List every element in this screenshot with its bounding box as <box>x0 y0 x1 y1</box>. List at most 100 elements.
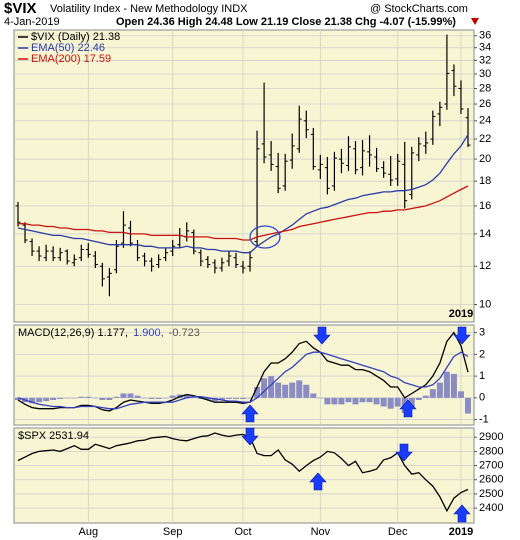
histogram-bar <box>465 397 471 414</box>
histogram-bar <box>148 397 155 399</box>
y-tick-label: 2400 <box>479 502 503 514</box>
histogram-bar <box>408 397 415 407</box>
legend-label: 1.900, <box>133 327 164 339</box>
histogram-bar <box>71 397 78 399</box>
histogram-bar <box>113 396 120 398</box>
histogram-bar <box>303 384 310 398</box>
x-tick-label: Nov <box>311 526 331 538</box>
histogram-bar <box>324 397 331 405</box>
histogram-bar <box>394 397 401 407</box>
x-tick-label: 2019 <box>449 308 473 320</box>
y-tick-label: 3 <box>479 327 485 339</box>
histogram-bar <box>338 397 345 405</box>
panel-background <box>13 427 475 524</box>
y-tick-label: 2600 <box>479 474 503 486</box>
histogram-bar <box>429 389 436 398</box>
histogram-bar <box>359 397 366 403</box>
y-tick-label: 2900 <box>479 431 503 443</box>
histogram-bar <box>436 382 443 398</box>
y-tick-label: 26 <box>479 98 491 110</box>
legend-label: $VIX (Daily) 21.38 <box>31 31 120 43</box>
y-tick-label: 36 <box>479 30 491 42</box>
legend-label: MACD(12,26,9) 1.177, <box>18 327 128 339</box>
y-tick-label: 2700 <box>479 459 503 471</box>
histogram-bar <box>282 384 289 398</box>
histogram-bar <box>289 382 296 398</box>
y-tick-label: 14 <box>479 228 491 240</box>
x-tick-label: Dec <box>388 526 408 538</box>
series-line <box>17 351 469 410</box>
y-tick-label: 1 <box>479 370 485 382</box>
histogram-bar <box>183 394 190 398</box>
y-tick-label: 34 <box>479 42 491 54</box>
y-tick-label: -1 <box>479 413 489 425</box>
histogram-bar <box>352 397 359 405</box>
highlight-circle <box>249 225 281 249</box>
histogram-bar <box>43 397 50 402</box>
y-tick-label: 16 <box>479 200 491 212</box>
histogram-bar <box>99 397 106 400</box>
histogram-bar <box>232 397 239 399</box>
histogram-bar <box>387 397 394 409</box>
legend-label: EMA(50) 22.46 <box>31 42 105 54</box>
histogram-bar <box>85 396 92 398</box>
histogram-bar <box>78 396 85 398</box>
histogram-bar <box>247 397 254 399</box>
y-tick-label: 2800 <box>479 445 503 457</box>
histogram-bar <box>29 397 36 404</box>
histogram-bar <box>92 397 99 399</box>
histogram-bar <box>225 397 232 399</box>
histogram-bar <box>15 397 21 400</box>
histogram-bar <box>275 382 282 398</box>
histogram-bar <box>64 397 71 399</box>
histogram-bar <box>254 386 261 398</box>
histogram-bar <box>120 393 127 398</box>
histogram-bar <box>450 373 457 398</box>
series-line <box>17 134 469 254</box>
annotations <box>241 225 471 523</box>
symbol: $VIX <box>4 0 37 17</box>
histogram-bar <box>106 397 113 400</box>
y-tick-label: 10 <box>479 298 491 310</box>
histogram-bar <box>36 397 43 403</box>
histogram-bar <box>218 397 225 400</box>
series-line <box>17 432 469 513</box>
histogram-bar <box>317 397 324 399</box>
y-tick-label: 12 <box>479 260 491 272</box>
histogram-bar <box>310 393 317 398</box>
histogram-bar <box>204 397 211 400</box>
y-tick-label: 24 <box>479 115 491 127</box>
x-tick-label: Aug <box>79 526 99 538</box>
histogram-bar <box>50 397 57 400</box>
histogram-bar <box>169 395 176 398</box>
histogram-bar <box>415 397 422 400</box>
histogram-bar <box>380 397 387 407</box>
histogram-bar <box>261 378 268 398</box>
histogram-bar <box>57 397 64 399</box>
legend-label: $SPX 2531.94 <box>18 430 89 442</box>
y-tick-label: 0 <box>479 392 485 404</box>
legend-label: EMA(200) 17.59 <box>31 53 111 65</box>
x-tick-label: Sep <box>163 526 183 538</box>
source: @ StockCharts.com <box>370 3 468 15</box>
y-tick-label: 32 <box>479 54 491 66</box>
histogram-bar <box>141 397 148 399</box>
y-tick-label: 20 <box>479 153 491 165</box>
histogram-bar <box>127 393 134 398</box>
legend-label: -0.723 <box>169 327 200 339</box>
histogram-bar <box>457 391 464 398</box>
y-tick-label: 22 <box>479 133 491 145</box>
histogram-bar <box>296 380 303 398</box>
histogram-bar <box>268 376 275 398</box>
histogram-bar <box>162 397 169 399</box>
histogram-bar <box>331 397 338 405</box>
y-tick-label: 2500 <box>479 488 503 500</box>
security-name: Volatility Index - New Methodology INDX <box>50 3 248 15</box>
x-tick-label: Oct <box>234 526 251 538</box>
y-tick-label: 18 <box>479 175 491 187</box>
y-tick-label: 30 <box>479 68 491 80</box>
histogram-bar <box>155 397 162 399</box>
histogram-bar <box>422 395 429 398</box>
quote-date: 4-Jan-2019 <box>4 16 60 28</box>
